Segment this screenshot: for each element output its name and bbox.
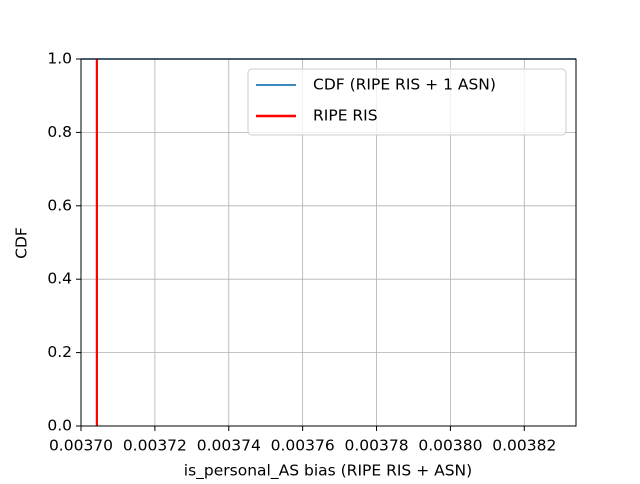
legend-label: CDF (RIPE RIS + 1 ASN) <box>313 76 496 94</box>
y-tick-label: 0.8 <box>47 123 72 141</box>
y-tick-label: 0.6 <box>47 196 72 214</box>
x-axis-label: is_personal_AS bias (RIPE RIS + ASN) <box>184 462 472 481</box>
x-tick-label: 0.00378 <box>344 437 408 455</box>
y-axis-label: CDF <box>13 227 31 259</box>
y-tick-label: 0.4 <box>47 270 72 288</box>
x-tick-label: 0.00374 <box>197 437 261 455</box>
y-tick-label: 0.2 <box>47 343 72 361</box>
legend-box <box>247 68 567 136</box>
x-tick-label: 0.00382 <box>492 437 556 455</box>
y-tick-label: 0.0 <box>47 417 72 435</box>
legend: CDF (RIPE RIS + 1 ASN) RIPE RIS <box>247 68 567 136</box>
x-tick-label: 0.00370 <box>49 437 113 455</box>
x-tick-label: 0.00380 <box>418 437 482 455</box>
x-tick-label: 0.00372 <box>123 437 187 455</box>
plot-frame <box>80 58 577 427</box>
x-tick-label: 0.00376 <box>271 437 335 455</box>
legend-label: RIPE RIS <box>313 107 378 125</box>
y-tick-label: 1.0 <box>47 50 72 68</box>
